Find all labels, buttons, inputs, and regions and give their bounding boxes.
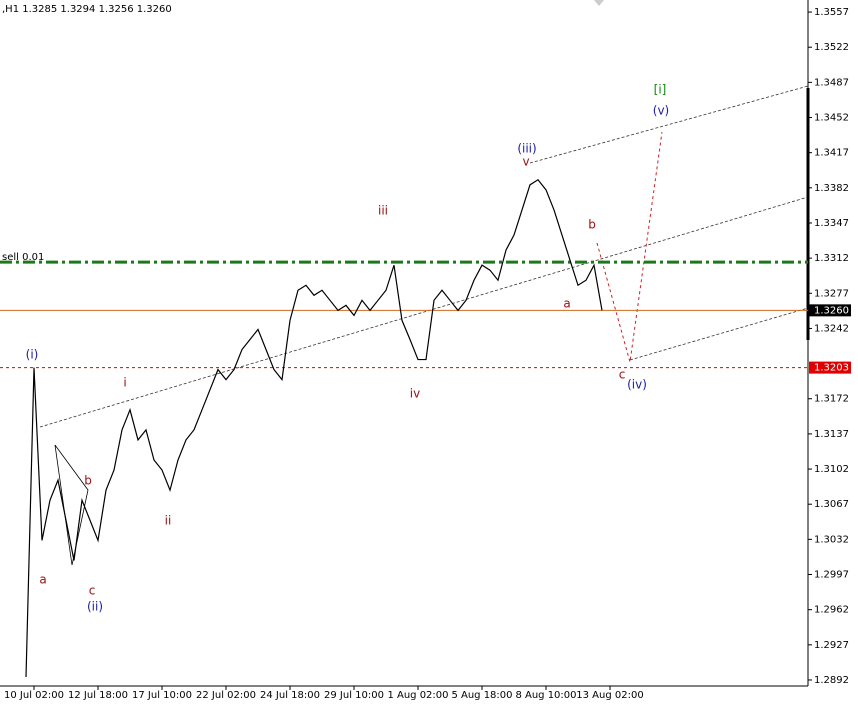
wave-label: (iii) xyxy=(517,142,536,156)
trend-line xyxy=(39,196,809,428)
price-line xyxy=(25,178,603,677)
wave-label: (v) xyxy=(653,104,669,118)
wave-label: c xyxy=(89,584,96,598)
y-tick-label: 1.3522 xyxy=(814,42,849,53)
projection-path xyxy=(596,131,663,363)
x-tick-label: 10 Jul 02:00 xyxy=(4,690,64,701)
wave-label: a xyxy=(563,297,570,311)
y-tick-label: 1.3312 xyxy=(814,253,849,264)
x-tick-label: 17 Jul 10:00 xyxy=(132,690,192,701)
y-tick-label: 1.3557 xyxy=(814,7,849,18)
y-tick-label: 1.3277 xyxy=(814,288,849,299)
y-tick-label: 1.2892 xyxy=(814,675,849,686)
x-tick-label: 5 Aug 18:00 xyxy=(451,690,512,701)
y-tick-label: 1.3487 xyxy=(814,77,849,88)
x-tick-label: 13 Aug 02:00 xyxy=(576,690,643,701)
y-tick-label: 1.3172 xyxy=(814,394,849,405)
wave-label: (i) xyxy=(26,348,39,362)
x-tick-label: 22 Jul 02:00 xyxy=(196,690,256,701)
shift-marker xyxy=(594,0,604,6)
wave-label: v xyxy=(522,155,529,169)
y-tick-label: 1.3067 xyxy=(814,499,849,510)
wave-label: a xyxy=(39,573,46,587)
trend-line xyxy=(529,85,809,164)
current-price-tag xyxy=(809,304,851,317)
y-tick-label: 1.3452 xyxy=(814,113,849,124)
y-tick-label: 1.3032 xyxy=(814,534,849,545)
wave-label: iv xyxy=(410,387,420,401)
wave-label: i xyxy=(123,376,126,390)
x-tick-label: 1 Aug 02:00 xyxy=(387,690,448,701)
wave-label: iii xyxy=(378,204,388,218)
trend-line xyxy=(629,307,809,361)
alert-price-tag xyxy=(809,361,851,374)
wave-label: [i] xyxy=(654,83,667,97)
wave-label: b xyxy=(588,218,596,232)
wave-label: (iv) xyxy=(627,378,647,392)
y-tick-label: 1.3137 xyxy=(814,429,849,440)
y-tick-label: 1.2927 xyxy=(814,640,849,651)
alert-price-label: 1.3203 xyxy=(814,363,849,374)
wave-label: (ii) xyxy=(87,600,103,614)
wave-label: ii xyxy=(165,514,172,528)
x-tick-label: 8 Aug 10:00 xyxy=(515,690,576,701)
y-tick-label: 1.3382 xyxy=(814,183,849,194)
y-tick-label: 1.3417 xyxy=(814,148,849,159)
x-tick-label: 29 Jul 10:00 xyxy=(324,690,384,701)
current-price-label: 1.3260 xyxy=(814,305,849,316)
wave-label: c xyxy=(619,368,626,382)
y-tick-label: 1.2997 xyxy=(814,570,849,581)
y-tick-label: 1.3347 xyxy=(814,218,849,229)
y-tick-label: 1.2962 xyxy=(814,605,849,616)
wave-label: b xyxy=(84,474,92,488)
y-tick-label: 1.3102 xyxy=(814,464,849,475)
y-tick-label: 1.3242 xyxy=(814,323,849,334)
sell-level-label: sell 0.01 xyxy=(2,252,44,263)
header-text: ,H1 1.3285 1.3294 1.3256 1.3260 xyxy=(2,4,172,15)
x-tick-label: 12 Jul 18:00 xyxy=(68,690,128,701)
x-tick-label: 24 Jul 18:00 xyxy=(260,690,320,701)
